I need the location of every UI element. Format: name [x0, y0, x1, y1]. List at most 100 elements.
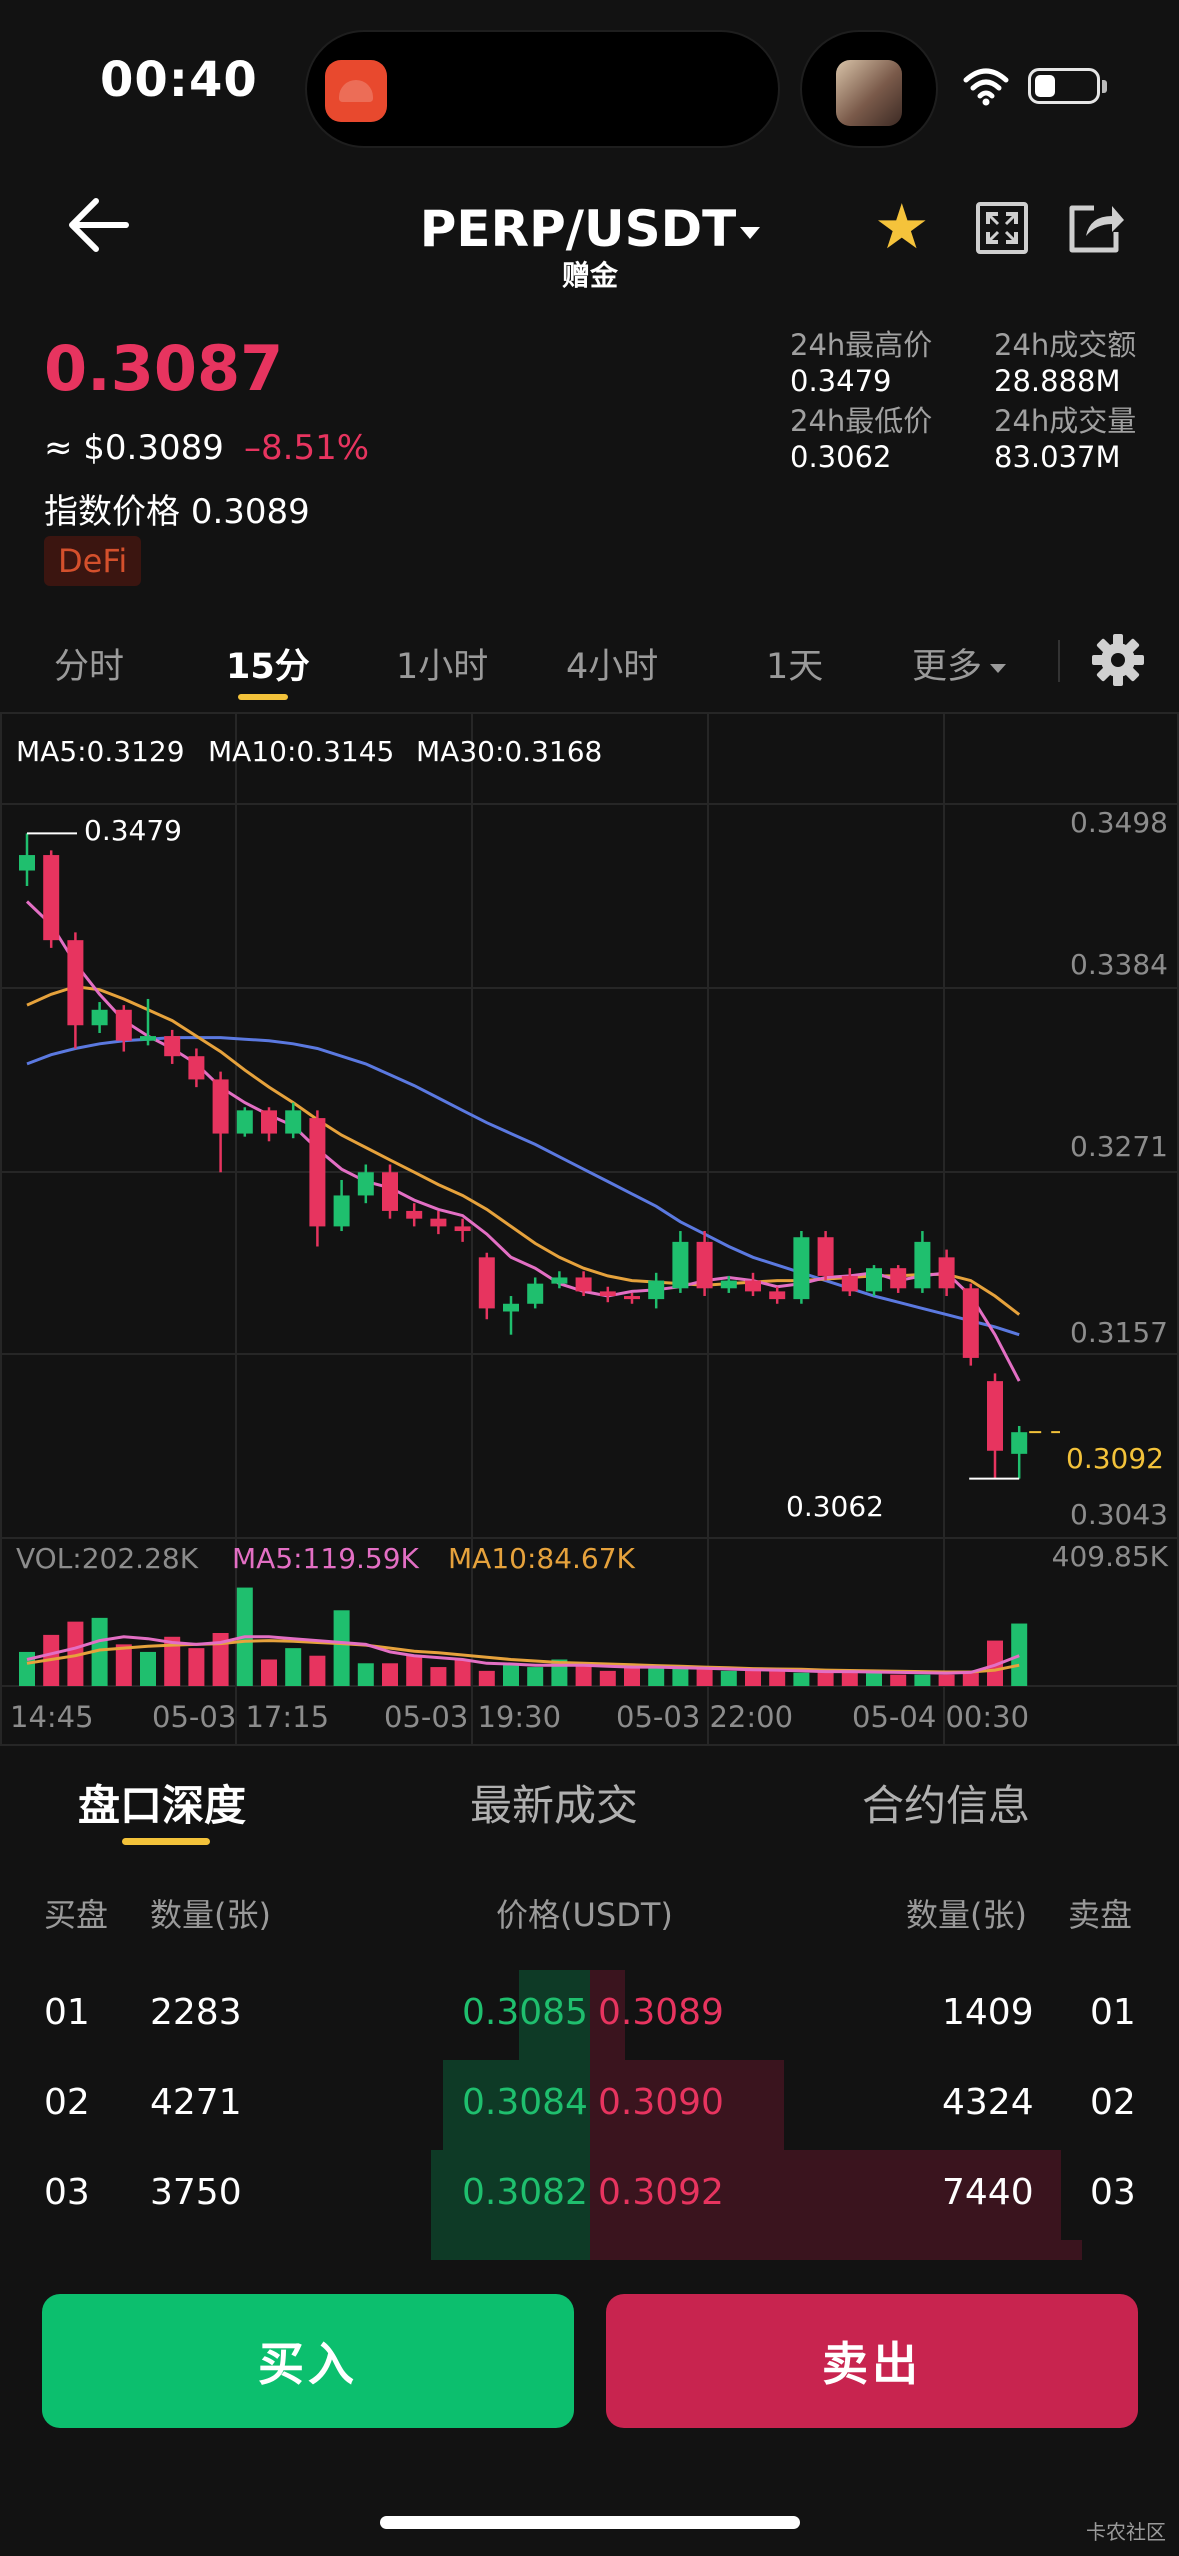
- volume-bar: [309, 1655, 326, 1686]
- ask-price[interactable]: 0.3092: [598, 2172, 724, 2213]
- kline-chart[interactable]: [0, 712, 1179, 1752]
- candle-body: [938, 1257, 955, 1289]
- volume-bar: [769, 1668, 786, 1686]
- candle-body: [115, 1009, 132, 1041]
- active-tab-indicator: [238, 694, 288, 700]
- volume-bar: [91, 1617, 108, 1686]
- settings-gear-icon[interactable]: [1090, 632, 1146, 688]
- bid-index: 02: [44, 2082, 90, 2123]
- volume-bar: [357, 1663, 374, 1686]
- tab-contract-info[interactable]: 合约信息: [862, 1781, 1031, 1830]
- active-tab-indicator: [122, 1838, 210, 1845]
- volume-bar: [164, 1636, 181, 1686]
- favorite-star-icon[interactable]: ★: [874, 190, 930, 263]
- y-tick: 0.3157: [1070, 1316, 1168, 1349]
- buy-button[interactable]: 买入: [42, 2294, 574, 2428]
- tab-latest-trades[interactable]: 最新成交: [470, 1781, 639, 1830]
- ask-depth-bar: [590, 1970, 626, 2060]
- volume-bar: [527, 1667, 544, 1686]
- back-arrow-icon[interactable]: [66, 195, 132, 255]
- volume-bar: [212, 1633, 229, 1686]
- candle-body: [140, 1036, 156, 1041]
- volume-bar: [866, 1670, 882, 1686]
- ma10-legend: MA10:0.3145: [208, 735, 395, 768]
- bid-price[interactable]: 0.3082: [462, 2172, 588, 2213]
- tab-1d[interactable]: 1天: [766, 647, 824, 687]
- stat-label: 24h成交额: [994, 328, 1137, 362]
- candle-body: [430, 1218, 447, 1227]
- volume-bar: [503, 1663, 519, 1686]
- dynamic-island[interactable]: [305, 30, 780, 148]
- caret-down-icon: [990, 663, 1007, 673]
- ask-index: 02: [1090, 2082, 1136, 2123]
- tab-depth[interactable]: 盘口深度: [78, 1781, 247, 1830]
- tab-1h[interactable]: 1小时: [396, 647, 489, 687]
- orderbook-row[interactable]: 02 4271 0.3084 0.3090 4324 02: [0, 2060, 1179, 2150]
- bid-qty: 3750: [150, 2172, 242, 2213]
- ask-price[interactable]: 0.3090: [598, 2082, 724, 2123]
- bid-header: 买盘: [44, 1896, 109, 1934]
- volume-bar: [188, 1648, 205, 1686]
- low-price-label: 0.3062: [786, 1490, 884, 1523]
- tab-timeline[interactable]: 分时: [54, 647, 125, 687]
- tab-15m[interactable]: 15分: [226, 647, 310, 687]
- stat-value: 0.3062: [790, 440, 892, 474]
- bid-qty-header: 数量(张): [150, 1896, 271, 1934]
- orderbook-row[interactable]: 03 3750 0.3082 0.3092 7440 03: [0, 2150, 1179, 2240]
- stat-value: 0.3479: [790, 364, 892, 398]
- fullscreen-icon[interactable]: [974, 200, 1030, 256]
- bid-qty: 4271: [150, 2082, 242, 2123]
- ask-depth-bar: [590, 2240, 1082, 2260]
- bid-price[interactable]: 0.3085: [462, 1992, 588, 2033]
- volume-bar: [793, 1672, 810, 1686]
- bid-price[interactable]: 0.3084: [462, 2082, 588, 2123]
- candle-body: [817, 1237, 834, 1276]
- volume-bar: [261, 1659, 277, 1686]
- candle-body: [962, 1288, 979, 1358]
- volume-bar: [648, 1667, 665, 1686]
- candle-body: [454, 1226, 471, 1232]
- candle-body: [212, 1079, 229, 1134]
- candle-body: [19, 855, 35, 871]
- volume-bar: [575, 1663, 592, 1686]
- ma5-line: [25, 900, 1021, 1382]
- bid-depth-bar: [430, 2150, 590, 2260]
- candle-body: [357, 1172, 374, 1196]
- candle-body: [406, 1210, 423, 1219]
- candle-body: [745, 1280, 761, 1292]
- candle-body: [236, 1110, 253, 1134]
- bid-depth-bar: [519, 1970, 590, 2060]
- ask-price[interactable]: 0.3089: [598, 1992, 724, 2033]
- status-time: 00:40: [100, 52, 258, 108]
- volume-bar: [962, 1672, 979, 1686]
- ask-index: 01: [1090, 1992, 1136, 2033]
- vol-legend: VOL:202.28K: [16, 1542, 199, 1575]
- y-tick: 0.3271: [1070, 1130, 1168, 1163]
- tab-4h[interactable]: 4小时: [566, 647, 659, 687]
- candle-body: [188, 1056, 205, 1080]
- index-price-label: 指数价格: [44, 492, 180, 532]
- candle-body: [599, 1291, 616, 1297]
- candle-body: [866, 1268, 882, 1292]
- tab-more[interactable]: 更多: [912, 638, 1007, 689]
- category-tag[interactable]: DeFi: [44, 536, 142, 586]
- stat-24h-low: 24h最低价 0.3062: [790, 398, 932, 474]
- home-indicator[interactable]: [380, 2516, 800, 2529]
- candle-body: [914, 1241, 931, 1289]
- ask-index: 03: [1090, 2172, 1136, 2213]
- orderbook-row[interactable]: 01 2283 0.3085 0.3089 1409 01: [0, 1970, 1179, 2060]
- pair-title: PERP/USDT: [419, 200, 737, 258]
- volume-bar: [115, 1644, 132, 1686]
- sell-button[interactable]: 卖出: [606, 2294, 1138, 2428]
- volume-bar: [430, 1667, 447, 1686]
- y-tick: 0.3043: [1070, 1498, 1168, 1531]
- tab-more-label: 更多: [912, 647, 983, 687]
- pair-selector[interactable]: PERP/USDT: [400, 200, 780, 258]
- ma5-legend: MA5:0.3129: [16, 735, 185, 768]
- usd-price: ≈ $0.3089: [44, 428, 224, 468]
- candle-body: [720, 1280, 737, 1289]
- stat-value: 28.888M: [994, 364, 1121, 398]
- volume-bar: [140, 1651, 156, 1686]
- island-secondary[interactable]: [800, 30, 938, 148]
- share-icon[interactable]: [1066, 200, 1126, 256]
